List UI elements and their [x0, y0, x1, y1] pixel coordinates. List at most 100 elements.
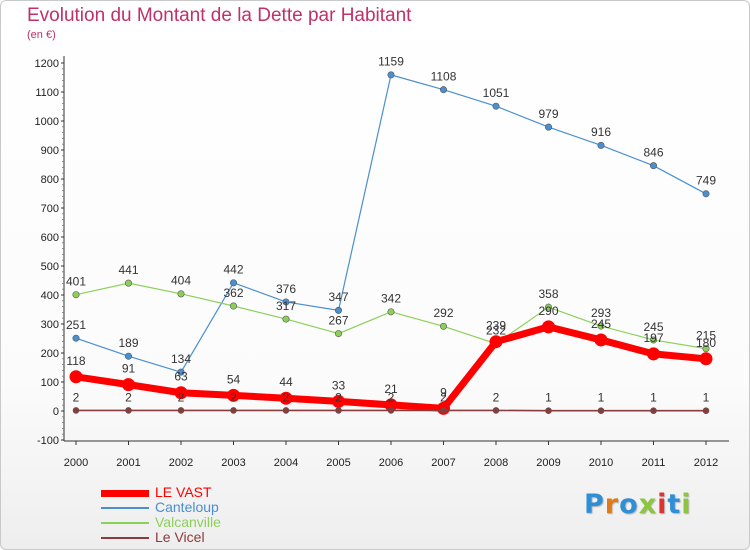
data-point-valcanville [72, 291, 80, 299]
data-point-le-vicel [440, 407, 447, 414]
data-point-le-vicel [335, 407, 342, 414]
x-tick-label: 2000 [64, 457, 88, 469]
data-point-le-vicel [177, 407, 185, 414]
data-point-le-vast [647, 347, 660, 361]
data-point-le-vicel [545, 407, 552, 415]
series-line-canteloup [75, 74, 707, 373]
x-tick-label: 2009 [536, 457, 560, 469]
data-label-le-vast: 197 [643, 331, 663, 345]
legend-swatch-le-vast [101, 489, 149, 497]
data-label-le-vast: 33 [332, 378, 346, 392]
data-label-valcanville: 267 [328, 313, 348, 327]
data-label-valcanville: 317 [276, 299, 296, 313]
data-point-valcanville [387, 308, 395, 316]
data-point-le-vicel [702, 407, 710, 415]
data-label-canteloup: 1159 [378, 55, 404, 69]
data-point-le-vicel [230, 407, 237, 414]
y-tick-label: 100 [41, 377, 59, 389]
logo-letter: x [638, 489, 658, 520]
x-tick-label: 2005 [326, 457, 350, 469]
y-tick-label: 1100 [35, 87, 59, 99]
data-point-canteloup [230, 279, 238, 287]
x-tick-label: 2010 [589, 457, 613, 469]
x-tick-label: 2008 [484, 457, 508, 469]
data-label-le-vast: 245 [591, 317, 611, 331]
series-le-vicel [72, 407, 710, 415]
data-label-valcanville: 232 [486, 324, 506, 338]
data-point-le-vicel [387, 407, 395, 414]
data-label-canteloup: 134 [171, 352, 191, 366]
legend-label-le-vast: LE VAST [155, 484, 212, 500]
logo-letter: i [681, 489, 692, 520]
data-label-canteloup: 916 [591, 125, 611, 139]
data-point-le-vicel [282, 407, 290, 414]
data-point-le-vast [542, 320, 555, 334]
data-label-valcanville: 245 [643, 320, 663, 334]
data-point-le-vicel [125, 407, 132, 414]
data-point-canteloup [702, 190, 710, 198]
data-point-le-vast [174, 386, 188, 400]
data-label-canteloup: 979 [538, 107, 558, 121]
x-tick-label: 2007 [431, 457, 455, 469]
data-point-le-vast [122, 378, 135, 392]
data-label-valcanville: 215 [696, 328, 716, 342]
data-point-valcanville [125, 279, 133, 287]
data-point-canteloup [72, 334, 80, 342]
x-tick-label: 2003 [221, 457, 245, 469]
y-tick-label: 600 [41, 232, 59, 244]
y-tick-label: 500 [41, 261, 59, 273]
x-tick-label: 2002 [169, 457, 193, 469]
x-tick-label: 2011 [642, 457, 666, 469]
data-label-canteloup: 251 [66, 318, 86, 332]
logo-letter: o [619, 489, 639, 520]
series-valcanville [72, 279, 710, 353]
data-point-canteloup [125, 352, 133, 360]
data-label-le-vast: 290 [538, 304, 558, 318]
y-tick-label: 300 [41, 319, 59, 331]
data-point-canteloup [177, 368, 185, 376]
chart-title: Evolution du Montant de la Dette par Hab… [27, 5, 412, 26]
data-label-valcanville: 401 [66, 275, 86, 289]
x-tick-label: 2004 [274, 457, 298, 469]
data-label-canteloup: 347 [328, 290, 348, 304]
data-label-le-vicel: 1 [545, 391, 552, 405]
logo-letter: r [604, 489, 620, 520]
y-tick-label: 900 [41, 145, 59, 157]
data-point-valcanville [439, 322, 447, 330]
data-point-le-vicel [492, 407, 500, 414]
logo-letter: t [667, 489, 682, 520]
data-label-canteloup: 376 [276, 282, 296, 296]
data-point-valcanville [230, 302, 238, 310]
y-tick-label: 1000 [35, 116, 59, 128]
data-label-le-vast: 54 [227, 372, 241, 386]
data-point-le-vast [69, 370, 83, 384]
x-tick-label: 2012 [694, 457, 718, 469]
data-point-le-vicel [650, 407, 657, 415]
data-point-canteloup [544, 123, 552, 131]
data-label-le-vicel: 2 [178, 390, 185, 404]
data-label-valcanville: 362 [223, 286, 243, 300]
data-point-canteloup [282, 298, 290, 306]
data-label-le-vicel: 2 [440, 390, 447, 404]
data-label-canteloup: 1051 [483, 86, 510, 100]
data-label-valcanville: 293 [591, 306, 611, 320]
data-label-le-vast: 180 [696, 336, 716, 350]
data-label-le-vast: 118 [66, 354, 85, 368]
data-label-le-vicel: 2 [73, 390, 80, 404]
data-label-valcanville: 441 [118, 263, 138, 277]
data-label-canteloup: 846 [643, 145, 663, 159]
data-point-canteloup [439, 86, 447, 94]
y-tick-label: 400 [41, 290, 59, 302]
data-label-le-vicel: 2 [230, 390, 237, 404]
legend-label-canteloup: Canteloup [155, 499, 219, 515]
data-point-valcanville [177, 290, 185, 298]
data-point-le-vast [594, 333, 608, 347]
data-point-le-vast [699, 352, 713, 366]
legend-swatch-valcanville [101, 522, 149, 524]
x-tick-label: 2001 [116, 457, 140, 469]
data-label-le-vast: 239 [486, 319, 506, 333]
data-label-le-vicel: 2 [125, 390, 132, 404]
data-label-canteloup: 189 [118, 336, 138, 350]
legend-label-le-vicel: Le Vicel [155, 529, 205, 545]
data-label-valcanville: 292 [433, 306, 453, 320]
